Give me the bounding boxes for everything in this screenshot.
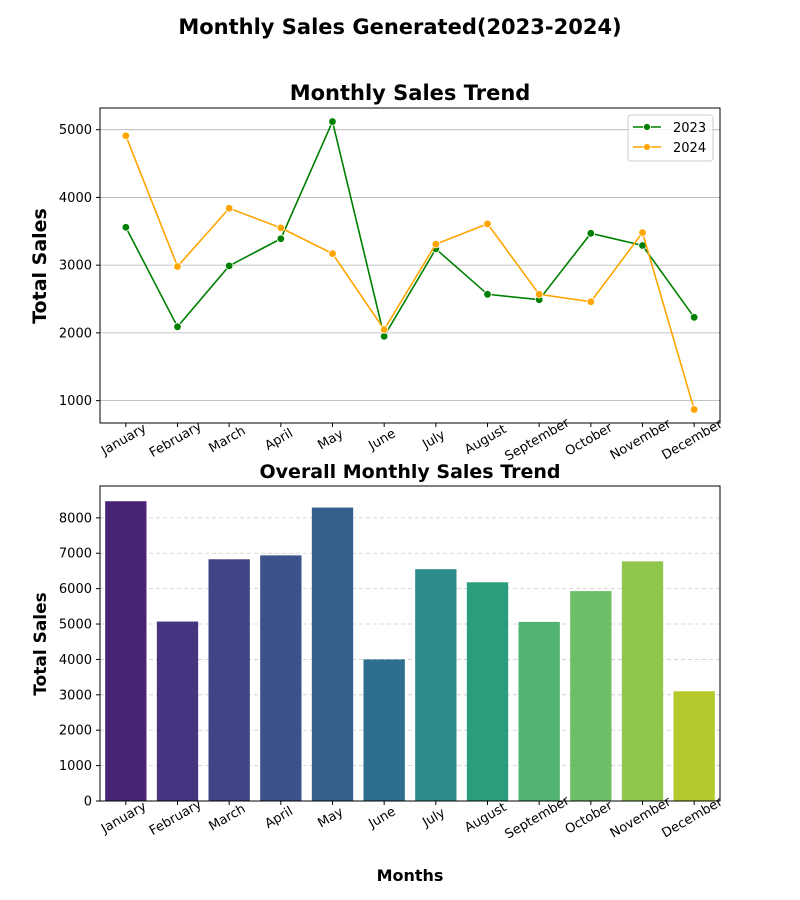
bar-february <box>156 621 199 801</box>
bar-june <box>363 659 405 801</box>
bar-chart-xlabel: Months <box>377 866 444 885</box>
line-chart-ylabel: Total Sales <box>29 208 51 324</box>
bar-chart-frame <box>99 485 721 802</box>
line-chart-legend: 2023 2024 <box>627 114 714 162</box>
bar-july <box>415 569 457 801</box>
line-chart-ytick-label: 4000 <box>59 191 92 206</box>
line-chart-ytick-label: 3000 <box>59 259 92 274</box>
bar-chart-ylabel: Total Sales <box>31 592 51 696</box>
series-point-2023 <box>173 322 182 332</box>
line-chart: Monthly Sales Trend Total Sales 1000 2000… <box>29 81 726 464</box>
line-chart-xtick-label: May <box>315 427 346 454</box>
bar-chart-ytick-label: 7000 <box>59 547 92 562</box>
line-chart-xtick-label: March <box>207 424 249 457</box>
bar-august <box>466 582 509 801</box>
bar-chart-ytick-label: 8000 <box>59 511 92 526</box>
bar-chart-xtick-label: July <box>419 805 448 830</box>
bar-chart-ytick-label: 1000 <box>59 759 92 774</box>
series-point-2024 <box>534 290 544 299</box>
series-point-2024 <box>483 219 492 229</box>
series-point-2024 <box>638 228 647 237</box>
line-chart-xtick-label: July <box>419 427 448 452</box>
series-point-2023 <box>689 313 699 322</box>
series-line-2024 <box>125 135 695 410</box>
bar-chart-xtick-label: February <box>147 797 205 839</box>
series-point-2024 <box>431 239 441 249</box>
bar-chart-xtick-label: May <box>315 805 346 832</box>
bar-december <box>673 691 715 801</box>
series-point-2023 <box>121 223 131 232</box>
bar-chart-xtick-label: April <box>262 804 295 832</box>
bar-chart-ytick-label: 0 <box>84 795 92 810</box>
line-chart-ytick-label: 2000 <box>59 326 92 341</box>
line-chart-xtick-label: February <box>147 419 205 461</box>
legend-label-2023: 2023 <box>673 121 706 136</box>
legend-marker-2023 <box>643 123 651 131</box>
series-point-2024 <box>379 325 389 334</box>
bar-chart-xtick-label: March <box>207 802 249 835</box>
line-chart-xtick-label: April <box>262 426 295 454</box>
bar-chart-ytick-label: 6000 <box>59 582 92 597</box>
bar-chart-xtick-label: January <box>98 799 149 837</box>
series-point-2024 <box>173 262 182 271</box>
bar-september <box>518 621 560 801</box>
series-point-2024 <box>224 204 234 213</box>
series-point-2023 <box>276 234 286 243</box>
line-chart-ytick-label: 1000 <box>59 394 92 409</box>
legend-marker-2024 <box>643 143 651 151</box>
bar-chart: 0 1000 2000 3000 4000 5000 6000 7000 8000 Januar… <box>31 461 726 885</box>
series-point-2023 <box>328 117 337 126</box>
bar-november <box>621 561 664 801</box>
series-point-2024 <box>689 405 699 414</box>
series-point-2023 <box>483 290 492 299</box>
bar-chart-ytick-label: 3000 <box>59 688 92 703</box>
series-point-2024 <box>121 131 131 140</box>
series-point-2023 <box>224 261 234 271</box>
series-point-2023 <box>586 229 596 238</box>
bar-chart-ytick-label: 4000 <box>59 653 92 668</box>
line-chart-title: Monthly Sales Trend <box>290 81 531 105</box>
series-line-2023 <box>125 119 695 339</box>
bar-april <box>260 555 302 801</box>
legend-label-2024: 2024 <box>673 141 706 156</box>
series-point-2024 <box>276 223 286 233</box>
bar-chart-title: Overall Monthly Sales Trend <box>260 461 561 483</box>
line-chart-xtick-label: June <box>366 426 399 454</box>
bar-january <box>105 501 147 801</box>
bar-october <box>570 591 612 801</box>
series-point-2024 <box>586 297 596 306</box>
line-chart-ytick-label: 5000 <box>59 123 92 138</box>
bar-chart-ytick-label: 2000 <box>59 724 92 739</box>
line-chart-xtick-label: January <box>98 421 149 459</box>
bar-may <box>311 507 354 801</box>
series-point-2024 <box>328 249 337 258</box>
bar-chart-ytick-label: 5000 <box>59 618 92 633</box>
bar-chart-xtick-label: June <box>366 804 399 832</box>
bar-march <box>208 559 250 801</box>
figure-suptitle: Monthly Sales Generated(2023-2024) <box>178 15 621 39</box>
